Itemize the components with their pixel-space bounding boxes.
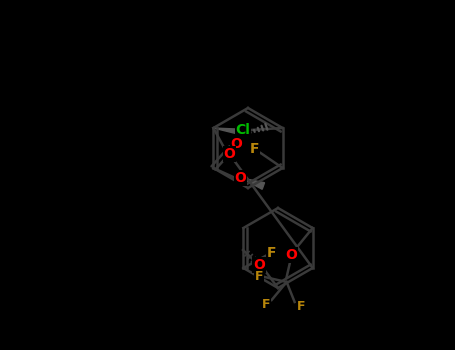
Text: O: O: [253, 258, 265, 272]
Text: Cl: Cl: [235, 123, 250, 137]
Text: F: F: [250, 142, 259, 156]
Text: O: O: [230, 137, 243, 151]
Polygon shape: [213, 128, 249, 136]
Text: F: F: [261, 298, 270, 310]
Text: O: O: [286, 248, 298, 262]
Text: O: O: [234, 171, 246, 185]
Polygon shape: [241, 178, 264, 189]
Text: F: F: [254, 271, 263, 284]
Text: F: F: [267, 246, 276, 260]
Text: O: O: [223, 147, 235, 161]
Text: F: F: [296, 300, 305, 313]
